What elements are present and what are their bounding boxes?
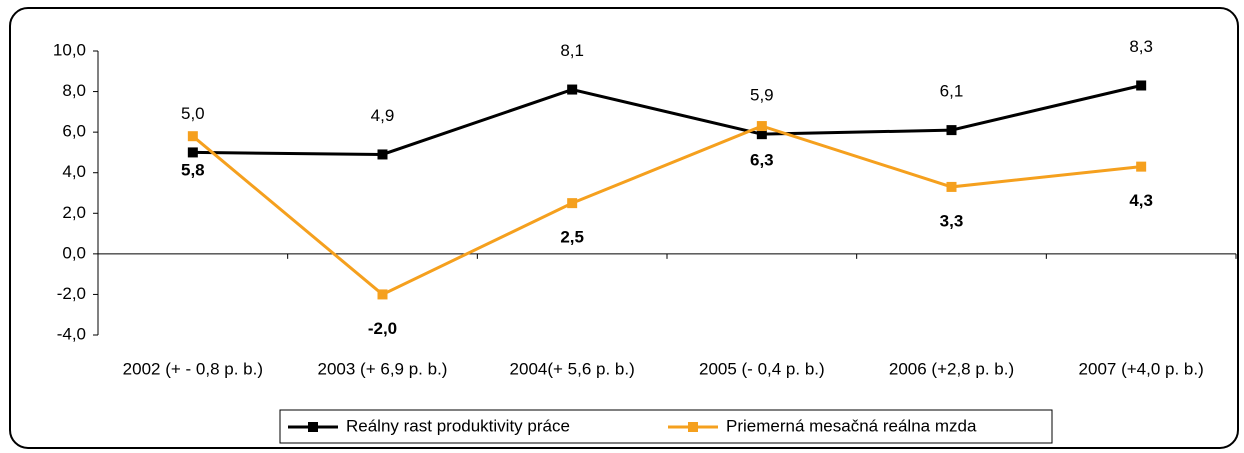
y-tick-label: -2,0 [57, 284, 86, 303]
x-tick-label: 2003 (+ 6,9 p. b.) [318, 359, 448, 378]
marker [756, 129, 767, 140]
data-label: -2,0 [368, 319, 397, 338]
y-tick-label: 6,0 [62, 122, 86, 141]
legend-label: Reálny rast produktivity práce [346, 416, 570, 435]
y-tick-label: -4,0 [57, 324, 86, 343]
legend-label: Priemerná mesačná reálna mzda [726, 416, 977, 435]
data-label: 2,5 [560, 228, 584, 247]
marker [756, 121, 767, 132]
data-label: 4,3 [1129, 191, 1153, 210]
line [191, 124, 1142, 297]
data-label: 8,3 [1129, 37, 1153, 56]
marker [946, 125, 957, 136]
x-tick-label: 2005 (- 0,4 p. b.) [699, 359, 825, 378]
data-label: 3,3 [940, 211, 964, 230]
marker [1136, 161, 1147, 172]
data-label: 5,0 [181, 104, 205, 123]
marker [567, 84, 578, 95]
legend-marker [308, 422, 318, 432]
y-tick-label: 0,0 [62, 243, 86, 262]
legend-marker [688, 422, 698, 432]
chart-border [9, 7, 1239, 449]
y-tick-label: 10,0 [53, 40, 86, 59]
y-tick-label: 4,0 [62, 162, 86, 181]
data-label: 8,1 [560, 41, 584, 60]
x-tick-label: 2007 (+4,0 p. b.) [1079, 359, 1204, 378]
x-tick-label: 2002 (+ - 0,8 p. b.) [123, 359, 263, 378]
data-label: 5,8 [181, 161, 205, 180]
x-tick-label: 2004(+ 5,6 p. b.) [510, 359, 635, 378]
marker [946, 181, 957, 192]
data-label: 4,9 [371, 106, 395, 125]
marker [1136, 80, 1147, 91]
marker [567, 198, 578, 209]
marker [377, 289, 388, 300]
data-label: 5,9 [750, 86, 774, 105]
marker [187, 131, 198, 142]
x-tick-label: 2006 (+2,8 p. b.) [889, 359, 1014, 378]
marker [187, 147, 198, 158]
marker [377, 149, 388, 160]
data-label: 6,1 [940, 82, 964, 101]
y-tick-label: 8,0 [62, 81, 86, 100]
line [192, 84, 1142, 156]
legend-box [279, 409, 1053, 444]
y-tick-label: 2,0 [62, 203, 86, 222]
data-label: 6,3 [750, 151, 774, 170]
